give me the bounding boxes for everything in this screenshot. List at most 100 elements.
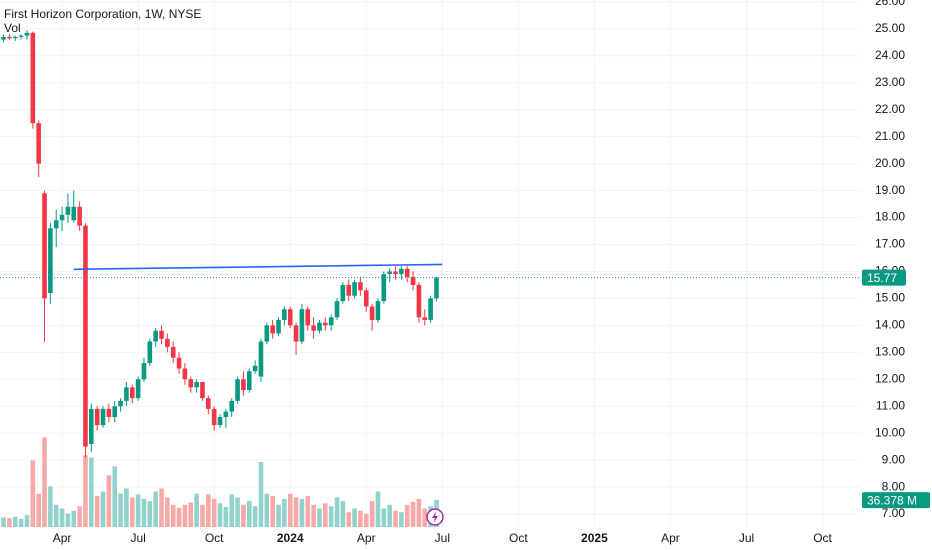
- candle-body: [100, 408, 106, 426]
- candle-body: [176, 357, 182, 369]
- candle-body: [83, 225, 88, 447]
- volume-bar: [252, 506, 258, 527]
- volume-bar: [369, 501, 375, 527]
- x-tick-label: 2024: [277, 531, 304, 545]
- volume-bar: [89, 457, 94, 527]
- volume-bar: [381, 508, 387, 527]
- candle-body: [311, 325, 316, 331]
- candle-body: [328, 317, 334, 326]
- x-tick-label: Apr: [357, 531, 376, 545]
- candle-body: [282, 309, 287, 320]
- candle-body: [65, 206, 71, 215]
- candles: [1, 30, 439, 458]
- candle-body: [36, 123, 41, 164]
- volume-bar: [206, 494, 211, 527]
- volume-bar: [141, 498, 147, 527]
- axes: 7.00 8.00 9.00 10.00 11.00 12.00 13.00 14.00 15.…: [53, 0, 930, 545]
- chart-title: First Horizon Corporation, 1W, NYSE: [4, 7, 201, 21]
- candle-body: [71, 206, 77, 221]
- icon-bolt[interactable]: [432, 511, 438, 523]
- volume-bar: [323, 503, 328, 527]
- x-tick-label: Apr: [661, 531, 680, 545]
- volume-bar: [48, 486, 53, 527]
- volume-bar: [118, 493, 123, 527]
- candle-body: [287, 309, 293, 326]
- candle-body: [246, 371, 252, 391]
- x-tick-label: Jul: [435, 531, 450, 545]
- volume-bar: [42, 437, 47, 527]
- candle-body: [305, 309, 311, 326]
- volume-bar: [375, 491, 381, 527]
- candle-body: [7, 36, 12, 39]
- candle-body: [334, 301, 340, 318]
- y-tick-label: 23.00: [875, 75, 905, 89]
- candle-body: [153, 330, 158, 342]
- y-tick-label: 21.00: [875, 129, 905, 143]
- candle-body: [182, 368, 188, 380]
- y-tick-label: 8.00: [882, 479, 906, 493]
- volume-bar: [217, 503, 223, 527]
- volume-bar: [36, 493, 41, 527]
- volume-bar: [53, 504, 59, 527]
- candle-body: [399, 268, 404, 275]
- candle-body: [404, 268, 410, 277]
- candle-body: [48, 228, 53, 294]
- candle-body: [30, 32, 36, 124]
- volume-bar: [410, 501, 416, 527]
- volume-bar: [135, 494, 141, 527]
- y-tick-label: 12.00: [875, 371, 905, 385]
- volume-bar: [305, 495, 311, 527]
- candle-body: [293, 325, 299, 342]
- candle-body: [252, 365, 258, 372]
- candle-body: [147, 341, 153, 364]
- volume-bar: [241, 504, 246, 527]
- candle-body: [241, 379, 246, 391]
- candle-body: [393, 271, 398, 275]
- volume-bar: [235, 497, 240, 527]
- volume-bar: [100, 491, 106, 527]
- last-volume-box: [862, 492, 930, 509]
- last-price-label: 15.77: [867, 271, 897, 285]
- x-tick-label: 2025: [581, 531, 608, 545]
- y-tick-label: 19.00: [875, 183, 905, 197]
- volume-bar: [83, 455, 88, 527]
- volume-bar: [276, 504, 281, 527]
- candle-body: [369, 306, 375, 320]
- volume-bar: [94, 495, 100, 527]
- candle-body: [188, 379, 194, 388]
- volume-bar: [363, 513, 369, 527]
- volume-bar: [194, 493, 199, 527]
- x-tick-label: Jul: [739, 531, 754, 545]
- x-tick-label: Apr: [53, 531, 72, 545]
- volume-bar: [264, 493, 270, 527]
- candle-body: [358, 282, 363, 291]
- candle-body: [106, 408, 112, 418]
- trend-line: [73, 263, 443, 271]
- volume-bar: [176, 507, 182, 527]
- candle-body: [422, 317, 428, 320]
- candle-body: [211, 408, 217, 426]
- y-tick-label: 7.00: [882, 506, 906, 520]
- y-tick-label: 13.00: [875, 344, 905, 358]
- candle-body: [165, 338, 170, 347]
- candle-body: [170, 346, 176, 358]
- volume-bar: [246, 501, 252, 527]
- y-tick-label: 18.00: [875, 210, 905, 224]
- volume-bar: [299, 498, 305, 527]
- candle-body: [77, 206, 82, 226]
- candle-body: [124, 387, 129, 401]
- volume-bar: [1, 517, 6, 527]
- candle-body: [317, 322, 322, 331]
- candle-body: [1, 36, 6, 40]
- candle-body: [323, 322, 328, 326]
- volume-bar: [71, 510, 77, 527]
- volume-bar: [387, 504, 392, 527]
- volume-bar: [293, 497, 299, 527]
- y-tick-label: 25.00: [875, 21, 905, 35]
- candle-body: [141, 363, 147, 380]
- volume-bar: [65, 513, 71, 527]
- y-tick-label: 26.00: [875, 0, 905, 8]
- volume-bar: [328, 506, 334, 527]
- lightning-icon[interactable]: [426, 508, 444, 526]
- candle-body: [53, 220, 59, 229]
